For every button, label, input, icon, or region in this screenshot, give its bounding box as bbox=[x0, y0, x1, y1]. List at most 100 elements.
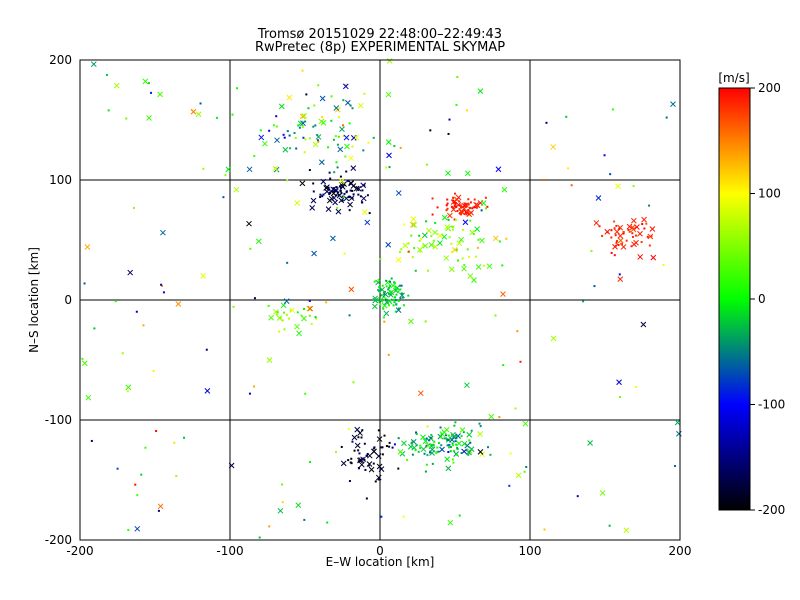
data-point-dot bbox=[233, 306, 235, 308]
data-point-dot bbox=[437, 451, 439, 453]
data-point-dot bbox=[480, 425, 482, 427]
data-point-dot bbox=[455, 202, 457, 204]
data-point-dot bbox=[84, 282, 86, 284]
data-point-dot bbox=[297, 311, 299, 313]
data-point-dot bbox=[253, 386, 255, 388]
data-point-dot bbox=[567, 167, 569, 169]
data-point-dot bbox=[253, 155, 255, 157]
data-point-dot bbox=[433, 444, 435, 446]
data-point-cross bbox=[300, 181, 305, 186]
data-point-dot bbox=[413, 247, 415, 249]
data-point-dot bbox=[433, 240, 435, 242]
data-point-dot bbox=[361, 189, 363, 191]
data-point-dot bbox=[368, 465, 370, 467]
data-point-dot bbox=[494, 314, 496, 316]
data-point-dot bbox=[283, 328, 285, 330]
data-point-dot bbox=[394, 296, 396, 298]
data-point-cross bbox=[372, 304, 377, 309]
data-point-cross bbox=[386, 92, 391, 97]
data-point-dot bbox=[461, 452, 463, 454]
x-tick-label: 100 bbox=[519, 544, 542, 558]
data-point-dot bbox=[452, 462, 454, 464]
data-point-cross bbox=[638, 254, 643, 259]
data-point-dot bbox=[115, 300, 117, 302]
data-point-dot bbox=[390, 291, 392, 293]
data-point-dot bbox=[388, 304, 390, 306]
data-point-dot bbox=[389, 442, 391, 444]
data-point-dot bbox=[508, 485, 510, 487]
data-point-dot bbox=[216, 117, 218, 119]
data-point-dot bbox=[373, 463, 375, 465]
data-point-dot bbox=[452, 197, 454, 199]
data-point-dot bbox=[475, 256, 477, 258]
colorbar-tick-label: 100 bbox=[758, 187, 781, 201]
data-point-cross bbox=[341, 461, 346, 466]
data-point-dot bbox=[91, 440, 93, 442]
data-point-dot bbox=[412, 454, 414, 456]
data-point-cross bbox=[621, 244, 626, 249]
data-point-dot bbox=[465, 211, 467, 213]
data-point-dot bbox=[450, 243, 452, 245]
data-point-cross bbox=[594, 220, 599, 225]
data-point-dot bbox=[281, 484, 283, 486]
data-point-dot bbox=[543, 179, 545, 181]
y-tick-label: 200 bbox=[49, 53, 72, 67]
data-point-dot bbox=[313, 104, 315, 106]
data-point-dot bbox=[449, 236, 451, 238]
data-point-dot bbox=[635, 386, 637, 388]
data-point-dot bbox=[379, 303, 381, 305]
data-point-cross bbox=[446, 466, 451, 471]
data-point-cross bbox=[478, 449, 483, 454]
data-point-dot bbox=[307, 107, 309, 109]
data-point-dot bbox=[163, 291, 165, 293]
data-point-dot bbox=[108, 109, 110, 111]
colorbar: [m/s] -200 -100 0 100 200 bbox=[718, 71, 785, 517]
data-point-cross bbox=[362, 210, 367, 215]
data-point-dot bbox=[127, 529, 129, 531]
data-point-dot bbox=[456, 210, 458, 212]
data-point-dot bbox=[473, 233, 475, 235]
data-point-dot bbox=[403, 223, 405, 225]
data-point-dot bbox=[277, 311, 279, 313]
data-point-dot bbox=[424, 453, 426, 455]
data-point-dot bbox=[425, 320, 427, 322]
data-point-dot bbox=[158, 510, 160, 512]
data-point-dot bbox=[474, 199, 476, 201]
data-point-dot bbox=[406, 459, 408, 461]
data-point-dot bbox=[462, 229, 464, 231]
data-point-dot bbox=[117, 468, 119, 470]
data-point-dot bbox=[438, 442, 440, 444]
data-point-cross bbox=[641, 322, 646, 327]
data-point-dot bbox=[565, 116, 567, 118]
data-point-dot bbox=[416, 433, 418, 435]
data-point-dot bbox=[446, 209, 448, 211]
data-point-dot bbox=[350, 105, 352, 107]
data-point-dot bbox=[335, 451, 337, 453]
data-point-dot bbox=[288, 318, 290, 320]
data-point-dot bbox=[631, 232, 633, 234]
data-point-dot bbox=[133, 207, 135, 209]
data-point-dot bbox=[364, 469, 366, 471]
data-point-dot bbox=[361, 429, 363, 431]
data-point-dot bbox=[282, 501, 284, 503]
data-point-dot bbox=[632, 236, 634, 238]
data-point-dot bbox=[502, 364, 504, 366]
data-point-dot bbox=[427, 426, 429, 428]
data-point-dot bbox=[144, 447, 146, 449]
data-point-dot bbox=[381, 294, 383, 296]
data-point-dot bbox=[354, 450, 356, 452]
data-point-dot bbox=[619, 273, 621, 275]
data-point-cross bbox=[421, 447, 426, 452]
data-point-dot bbox=[618, 244, 620, 246]
data-point-dot bbox=[362, 149, 364, 151]
data-point-dot bbox=[312, 182, 314, 184]
data-point-cross bbox=[283, 147, 288, 152]
data-point-dot bbox=[623, 231, 625, 233]
data-point-dot bbox=[352, 381, 354, 383]
data-point-dot bbox=[485, 197, 487, 199]
data-point-dot bbox=[319, 194, 321, 196]
data-point-dot bbox=[373, 447, 375, 449]
data-point-dot bbox=[347, 459, 349, 461]
data-point-dot bbox=[346, 191, 348, 193]
